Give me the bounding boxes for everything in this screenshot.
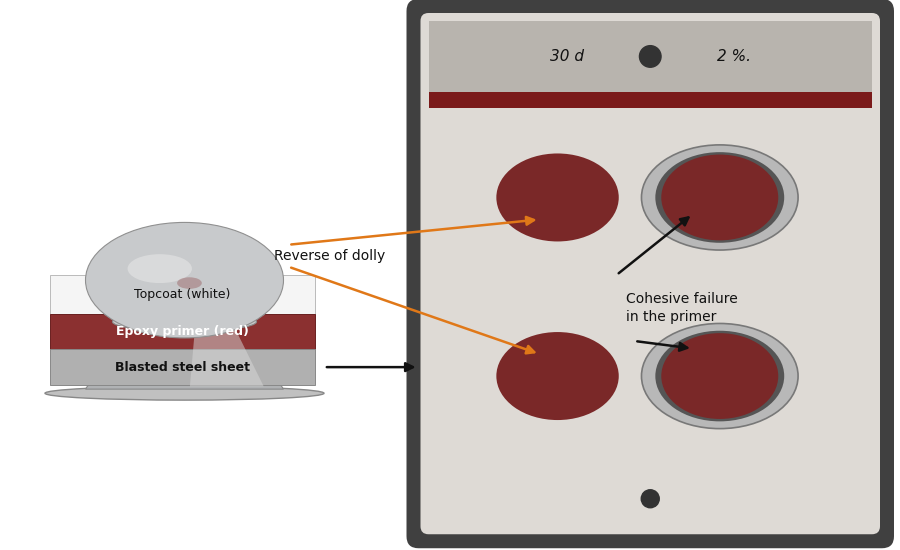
Bar bbox=[428, 21, 872, 92]
Text: 30 d: 30 d bbox=[550, 49, 584, 64]
Bar bbox=[50, 275, 315, 314]
Ellipse shape bbox=[112, 312, 256, 331]
Ellipse shape bbox=[497, 153, 619, 241]
Ellipse shape bbox=[662, 155, 778, 240]
Text: 2 %.: 2 %. bbox=[716, 49, 751, 64]
Bar bbox=[428, 92, 872, 108]
Ellipse shape bbox=[662, 333, 778, 419]
FancyBboxPatch shape bbox=[420, 13, 880, 534]
Text: Epoxy primer (red): Epoxy primer (red) bbox=[116, 325, 248, 338]
Ellipse shape bbox=[642, 323, 798, 428]
Polygon shape bbox=[190, 324, 264, 386]
Ellipse shape bbox=[642, 145, 798, 250]
Bar bbox=[50, 314, 315, 349]
FancyBboxPatch shape bbox=[407, 0, 894, 548]
Text: Cohesive failure
in the primer: Cohesive failure in the primer bbox=[626, 292, 737, 324]
Circle shape bbox=[641, 490, 659, 508]
Circle shape bbox=[639, 46, 661, 67]
Ellipse shape bbox=[655, 152, 784, 243]
Bar bbox=[50, 349, 315, 385]
Text: Blasted steel sheet: Blasted steel sheet bbox=[114, 361, 249, 373]
Ellipse shape bbox=[128, 254, 192, 283]
Ellipse shape bbox=[497, 332, 619, 420]
Ellipse shape bbox=[86, 222, 284, 338]
Ellipse shape bbox=[177, 277, 202, 289]
Ellipse shape bbox=[655, 331, 784, 421]
Text: Topcoat (white): Topcoat (white) bbox=[134, 288, 230, 301]
Ellipse shape bbox=[45, 386, 324, 400]
Text: Reverse of dolly: Reverse of dolly bbox=[274, 249, 386, 263]
Polygon shape bbox=[86, 322, 284, 389]
